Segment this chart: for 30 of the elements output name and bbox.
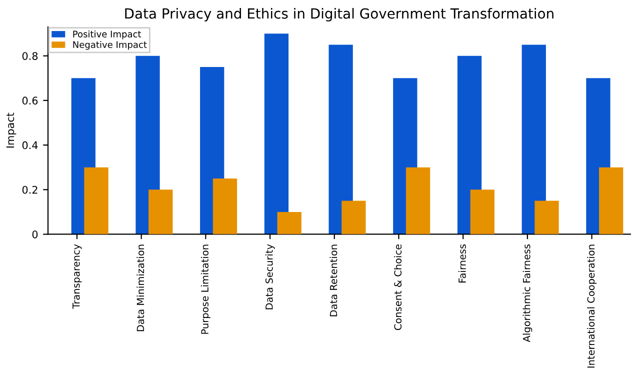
bar bbox=[277, 212, 302, 234]
y-tick-label: 0 bbox=[32, 230, 38, 238]
y-tick-label: 0.2 bbox=[22, 186, 38, 194]
x-tick-label: Algorithmic Fairness bbox=[522, 244, 532, 342]
bar bbox=[599, 167, 624, 234]
y-axis-title: Impact bbox=[6, 112, 16, 148]
y-tick-label: 0.6 bbox=[22, 96, 38, 105]
x-tick-label: International Cooperation bbox=[587, 244, 596, 368]
x-tick-label: Purpose Limitation bbox=[200, 244, 210, 334]
bar bbox=[406, 167, 430, 234]
bar bbox=[148, 190, 173, 234]
legend-label: Negative Impact bbox=[73, 41, 147, 50]
x-tick-label: Fairness bbox=[458, 244, 466, 282]
y-tick-label: 0.4 bbox=[22, 141, 38, 150]
bar bbox=[212, 178, 238, 234]
legend-label: Positive Impact bbox=[73, 30, 142, 40]
bar bbox=[522, 44, 546, 234]
bar bbox=[534, 200, 559, 234]
bar bbox=[328, 44, 353, 234]
x-tick-label: Data Retention bbox=[330, 244, 338, 316]
bar bbox=[470, 190, 494, 234]
chart-title: Data Privacy and Ethics in Digital Government Transformation bbox=[125, 8, 554, 22]
x-tick-label: Transparency bbox=[72, 244, 82, 309]
x-tick-label: Consent & Choice bbox=[394, 244, 402, 330]
bar bbox=[264, 34, 289, 234]
x-tick-label: Data Minimization bbox=[136, 244, 144, 332]
bar bbox=[84, 167, 108, 234]
x-tick-label: Data Security bbox=[265, 244, 275, 310]
bar bbox=[342, 200, 366, 234]
y-tick-label: 0.8 bbox=[22, 52, 38, 60]
